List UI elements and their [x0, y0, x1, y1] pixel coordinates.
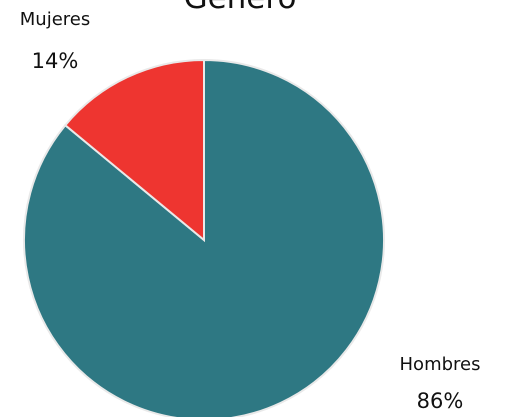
- slice-label-hombres: Hombres: [400, 354, 481, 375]
- chart-title: Genero: [184, 0, 297, 16]
- slice-value-hombres: 86%: [417, 389, 464, 413]
- slice-label-mujeres: Mujeres: [20, 9, 90, 30]
- slice-value-mujeres: 14%: [32, 49, 79, 73]
- pie-slice-hombres: [23, 58, 385, 417]
- pie-slice-mujeres: [63, 58, 205, 243]
- pie-slices: [23, 58, 385, 417]
- slice-labels: Hombres 86% Mujeres 14%: [20, 9, 481, 413]
